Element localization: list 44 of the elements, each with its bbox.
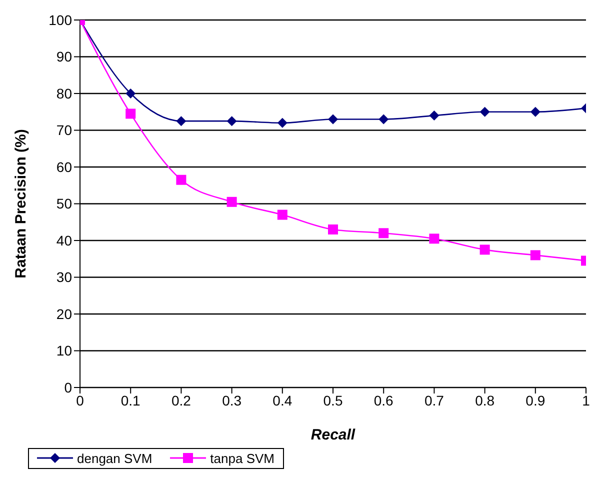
- point: [226, 196, 237, 207]
- point: [176, 116, 186, 126]
- x-tick-label: 1: [582, 392, 590, 408]
- y-tick-label: 50: [56, 196, 72, 212]
- y-tick-label: 30: [56, 269, 72, 286]
- y-tick-label: 10: [56, 342, 72, 359]
- x-tick-label: 0.4: [272, 392, 292, 408]
- y-tick-label: 0: [64, 379, 72, 396]
- point: [429, 110, 440, 121]
- point: [328, 114, 338, 124]
- point: [429, 234, 440, 244]
- x-tick-label: 0: [76, 392, 84, 408]
- point: [378, 114, 389, 124]
- y-tick-label: 90: [56, 48, 72, 65]
- point: [480, 244, 490, 255]
- x-axis-title: Recall: [310, 426, 356, 444]
- x-tick-label: 0.9: [526, 392, 546, 408]
- x-tick-label: 0.5: [323, 392, 343, 408]
- point: [126, 108, 136, 119]
- y-tick-label: 70: [56, 122, 72, 138]
- point: [378, 228, 389, 238]
- y-tick-label: 60: [56, 158, 72, 175]
- y-tick-label: 100: [48, 12, 72, 28]
- point: [530, 250, 540, 260]
- y-axis-title: Rataan Precision (%): [12, 129, 30, 278]
- legend-label: tanpa SVM: [210, 450, 274, 466]
- point: [126, 88, 136, 98]
- point: [277, 118, 288, 128]
- point: [226, 116, 237, 126]
- point: [480, 106, 490, 117]
- y-tick-label: 20: [56, 306, 72, 322]
- point: [328, 224, 338, 234]
- point: [530, 106, 540, 117]
- x-tick-label: 0.6: [374, 392, 394, 408]
- x-tick-label: 0.3: [222, 392, 242, 408]
- y-tick-label: 80: [56, 85, 72, 102]
- x-tick-label: 0.2: [171, 392, 192, 408]
- x-tick-label: 0.1: [120, 392, 141, 408]
- legend-label: dengan SVM: [77, 450, 152, 466]
- point: [277, 210, 288, 220]
- point: [176, 174, 186, 185]
- y-tick-label: 40: [56, 232, 72, 248]
- x-tick-label: 0.7: [424, 392, 444, 408]
- x-tick-label: 0.8: [475, 392, 495, 408]
